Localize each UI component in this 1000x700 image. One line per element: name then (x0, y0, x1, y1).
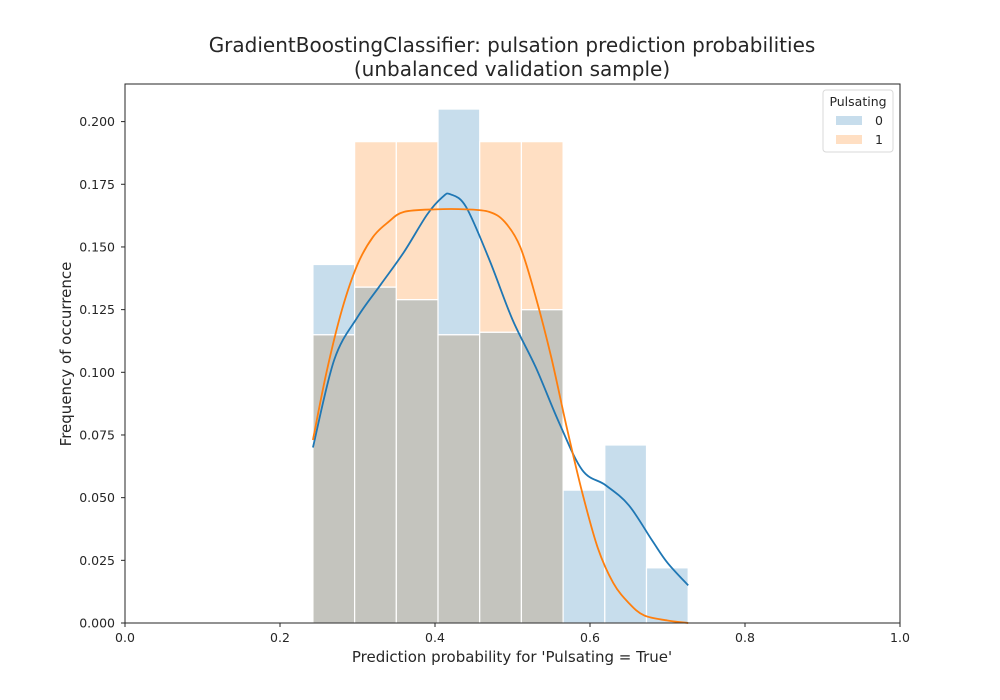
y-tick-label: 0.050 (79, 490, 115, 505)
bar-series0-8 (645, 567, 689, 624)
y-tick-label: 0.125 (79, 302, 115, 317)
x-axis-label: Prediction probability for 'Pulsating = … (352, 648, 672, 666)
legend-swatch-1 (836, 135, 862, 144)
kde-line-series1 (312, 208, 689, 624)
bars-layer (312, 108, 689, 624)
legend-title: Pulsating (829, 94, 886, 109)
bar-series0-0 (312, 263, 356, 336)
y-tick-label: 0.025 (79, 553, 115, 568)
kde-layer (312, 192, 689, 624)
y-tick-label: 0.150 (79, 239, 115, 254)
bar-series0-7 (604, 444, 648, 624)
chart-title-line2: (unbalanced validation sample) (354, 57, 670, 81)
plot-area (124, 83, 901, 624)
y-tick-label: 0.200 (79, 114, 115, 129)
y-tick-label: 0.100 (79, 365, 115, 380)
bar-series1-5 (520, 141, 564, 311)
chart-title-line1: GradientBoostingClassifier: pulsation pr… (209, 33, 816, 57)
bar-overlap-0 (312, 334, 356, 624)
y-tick-label: 0.075 (79, 427, 115, 442)
y-tick-label: 0.175 (79, 177, 115, 192)
x-tick-label: 0.0 (115, 630, 135, 645)
bar-overlap-4 (479, 331, 523, 624)
bar-overlap-3 (437, 334, 481, 624)
x-tick-label: 0.2 (270, 630, 290, 645)
x-tick-label: 1.0 (890, 630, 910, 645)
bar-series1-1 (354, 141, 397, 288)
legend-swatch-0 (836, 116, 862, 125)
x-tick-label: 0.6 (580, 630, 600, 645)
legend-label-0: 0 (875, 113, 883, 128)
bar-overlap-5 (520, 309, 564, 624)
legend: Pulsating 0 1 (822, 89, 894, 153)
legend-box (822, 89, 894, 153)
plot-frame (124, 83, 901, 624)
y-axis-ticks: 0.000 0.025 0.050 0.075 0.100 0.125 0.150 0.175… (79, 114, 125, 631)
y-tick-label: 0.000 (79, 616, 115, 631)
x-tick-label: 0.8 (735, 630, 755, 645)
bar-series0-6 (562, 489, 606, 624)
bar-overlap-1 (354, 286, 397, 624)
x-tick-label: 0.4 (425, 630, 445, 645)
kde-line-series0 (312, 192, 689, 587)
bar-overlap-2 (395, 299, 439, 624)
y-axis-label: Frequency of occurrence (57, 262, 75, 447)
legend-label-1: 1 (875, 132, 883, 147)
x-axis-ticks: 0.0 0.2 0.4 0.6 0.8 1.0 (115, 623, 910, 645)
bar-series1-2 (395, 141, 439, 301)
